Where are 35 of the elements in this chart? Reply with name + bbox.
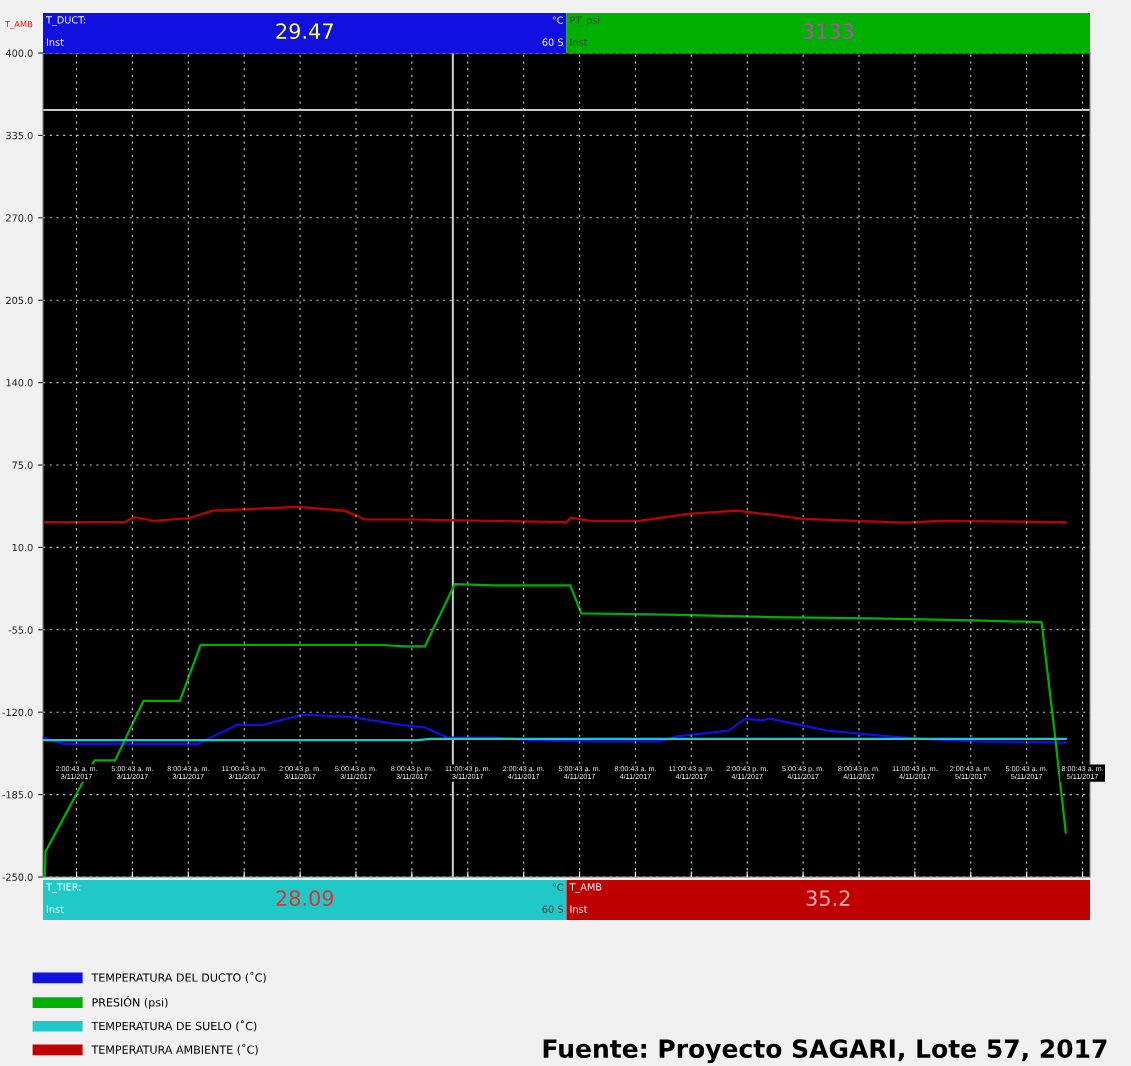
- y-tick-label: 10.0: [12, 543, 33, 552]
- text: °C: [552, 883, 563, 891]
- y-tick-label: -120.0: [2, 708, 33, 717]
- text: PT_psi: [570, 16, 600, 26]
- text: T_AMB: [569, 883, 602, 893]
- legend-label: TEMPERATURA DEL DUCTO (˚C): [91, 971, 266, 984]
- text: 3133: [803, 23, 854, 40]
- text: Inst: [46, 38, 64, 46]
- y-tick-label: 400.0: [5, 49, 33, 57]
- text: 28.09: [276, 890, 334, 907]
- y-tick-label: 140.0: [6, 379, 33, 387]
- legend-label: TEMPERATURA AMBIENTE (˚C): [91, 1043, 258, 1056]
- source-note: Fuente: Proyecto SAGARI, Lote 57, 2017: [543, 1039, 1107, 1064]
- text: 29.47: [276, 23, 333, 40]
- y-tick-label: 270.0: [6, 214, 33, 222]
- y-tick-label: -250.0: [2, 873, 33, 881]
- line-series: [43, 505, 1067, 524]
- y-tick-label: 75.0: [12, 461, 33, 469]
- text: T_DUCT:: [45, 16, 86, 26]
- text: Inst: [570, 38, 588, 46]
- text: T_AMB: [4, 20, 33, 30]
- legend-label: TEMPERATURA DE SUELO (˚C): [91, 1020, 257, 1032]
- text: 60 S: [542, 38, 563, 46]
- y-tick-label: 205.0: [6, 296, 33, 305]
- text: 35.2: [806, 890, 850, 907]
- y-tick-label: -55.0: [8, 626, 33, 634]
- y-tick-label: -185.0: [2, 791, 33, 799]
- text: 60 S: [542, 905, 563, 913]
- legend-label: PRESIÓN (psi): [92, 996, 168, 1009]
- y-tick-label: 335.0: [6, 131, 33, 140]
- text: Inst: [570, 905, 588, 913]
- text: T_TIER:: [45, 883, 81, 893]
- line-series: [43, 713, 1067, 745]
- text: °C: [552, 16, 563, 24]
- text: Inst: [46, 905, 64, 913]
